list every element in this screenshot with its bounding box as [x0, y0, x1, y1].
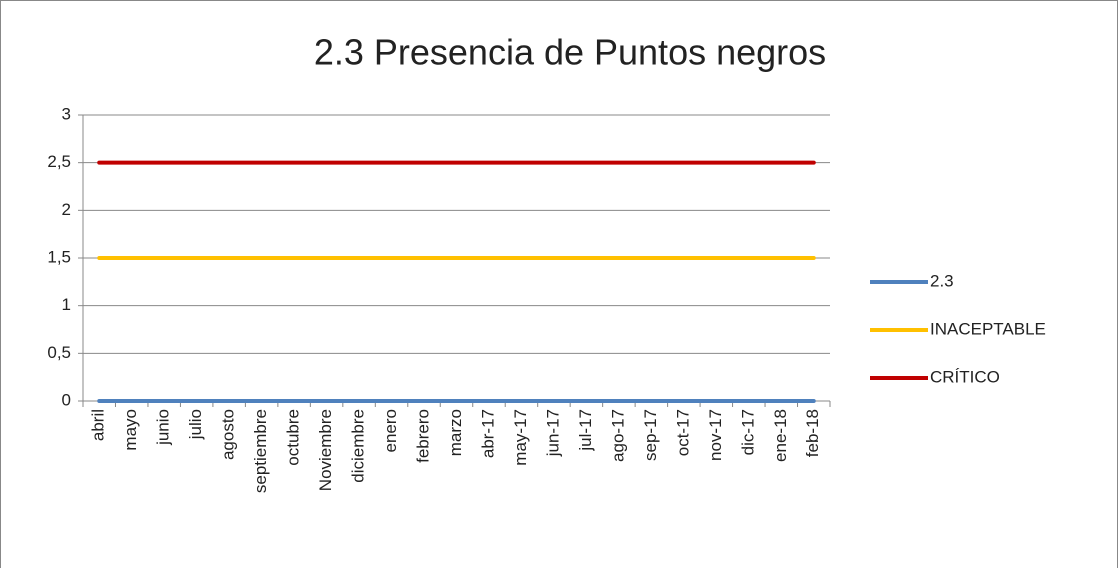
x-tick-label: ene-18 [771, 409, 790, 462]
x-tick-label: sep-17 [641, 409, 660, 461]
x-tick-label: feb-18 [803, 409, 822, 457]
x-tick-label: oct-17 [673, 409, 692, 456]
x-tick-label: ago-17 [608, 409, 627, 462]
y-tick-label: 1,5 [47, 247, 71, 266]
x-tick-label: agosto [219, 409, 238, 460]
x-tick-label: febrero [414, 409, 433, 463]
x-tick-label: mayo [121, 409, 140, 451]
x-tick-label: abril [89, 409, 108, 441]
x-tick-label: nov-17 [706, 409, 725, 461]
x-tick-label: diciembre [349, 409, 368, 483]
y-tick-label: 3 [62, 104, 71, 123]
y-tick-label: 2,5 [47, 152, 71, 171]
x-tick-label: octubre [284, 409, 303, 466]
x-tick-label: julio [186, 409, 205, 440]
chart-title: 2.3 Presencia de Puntos negros [314, 32, 826, 73]
x-tick-label: dic-17 [738, 409, 757, 455]
x-tick-label: abr-17 [478, 409, 497, 458]
x-tick-label: septiembre [251, 409, 270, 493]
x-tick-label: Noviembre [316, 409, 335, 491]
x-tick-label: enero [381, 409, 400, 452]
x-tick-label: junio [154, 409, 173, 446]
legend-label: CRÍTICO [930, 367, 1000, 386]
legend-label: 2.3 [930, 271, 954, 290]
x-tick-label: jun-17 [543, 409, 562, 457]
legend-label: INACEPTABLE [930, 319, 1046, 338]
x-tick-label: marzo [446, 409, 465, 456]
x-tick-label: jul-17 [576, 409, 595, 452]
y-tick-label: 1 [62, 295, 71, 314]
y-tick-label: 0 [62, 390, 71, 409]
y-tick-label: 2 [62, 200, 71, 219]
y-tick-label: 0,5 [47, 343, 71, 362]
x-tick-label: may-17 [511, 409, 530, 466]
